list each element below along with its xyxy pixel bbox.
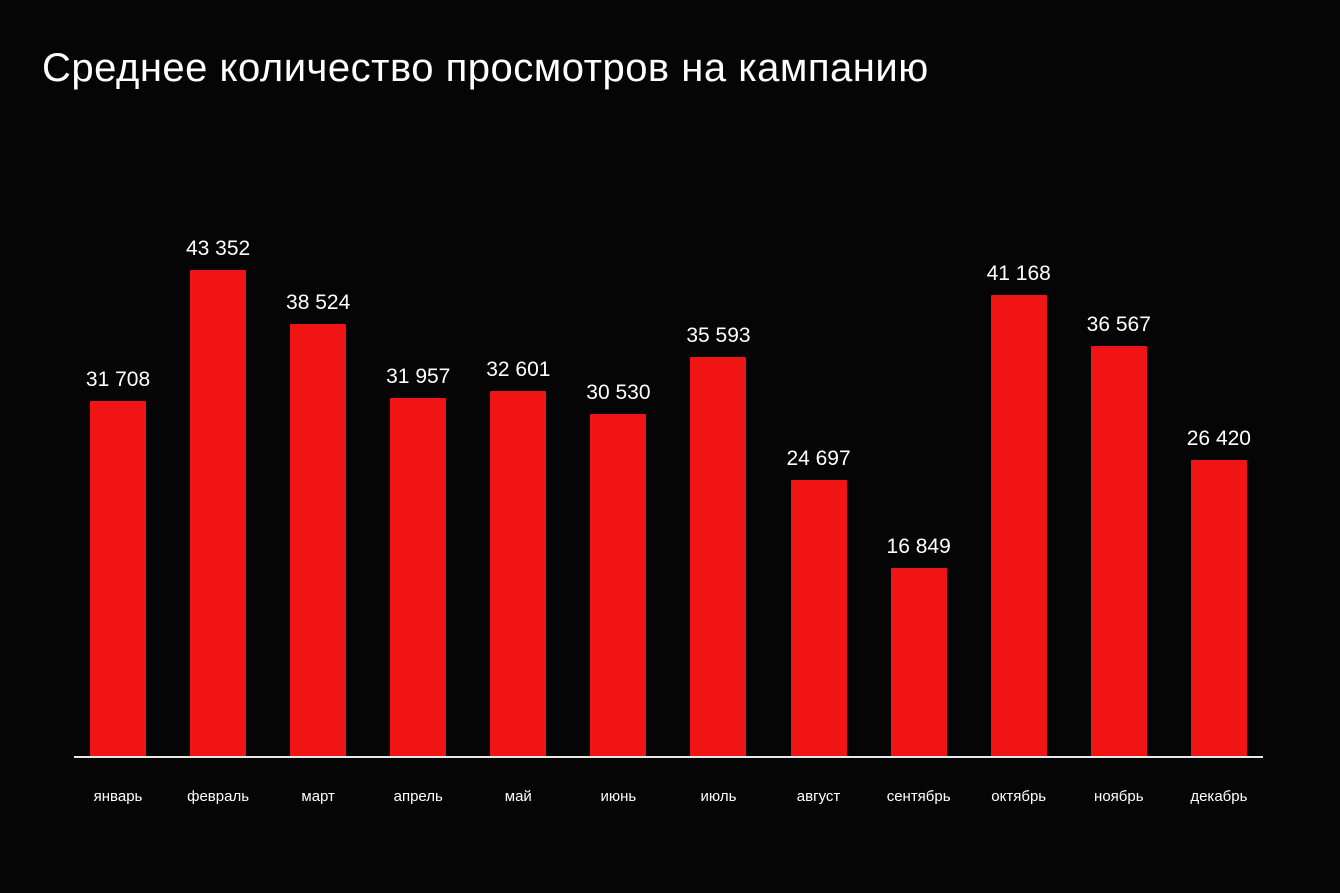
x-axis-labels: январь февраль март апрель май июнь июль август… (90, 788, 1248, 805)
x-axis-label: апрель (393, 788, 443, 805)
bar-column: 16 849 (887, 535, 951, 757)
chart-title: Среднее количество просмотров на кампани… (42, 46, 929, 90)
bar-column: 31 957 (386, 365, 450, 757)
bar-column: 43 352 (186, 237, 250, 757)
x-axis-label: декабрь (1190, 788, 1248, 805)
bar (990, 295, 1047, 757)
x-axis-label: ноябрь (1094, 788, 1144, 805)
bar-value-label: 41 168 (986, 262, 1051, 285)
bar-value-label: 26 420 (1186, 427, 1251, 450)
bar-value-label: 30 530 (586, 381, 651, 404)
bars-area: 31 708 43 352 38 524 31 957 32 601 30 530 35 5… (86, 0, 1251, 757)
bar-value-label: 35 593 (686, 324, 751, 347)
x-axis-label: май (504, 788, 532, 805)
bar-column: 26 420 (1187, 427, 1251, 757)
bar-value-label: 31 957 (386, 365, 451, 388)
bar-column: 31 708 (86, 368, 150, 757)
bar-value-label: 38 524 (286, 291, 351, 314)
bar-column: 38 524 (286, 291, 350, 757)
x-axis-label: январь (93, 788, 143, 805)
bar-column: 41 168 (987, 262, 1051, 757)
bar (490, 391, 547, 757)
bar-column: 32 601 (486, 358, 550, 757)
bar (890, 568, 947, 757)
bar-value-label: 43 352 (185, 237, 251, 260)
bar (290, 324, 347, 757)
bar-column: 24 697 (786, 447, 851, 757)
bar-value-label: 32 601 (486, 358, 551, 381)
bar (690, 357, 747, 757)
bar (790, 480, 847, 757)
x-axis-label: октябрь (991, 788, 1047, 805)
bar (390, 398, 447, 757)
x-axis-label: июнь (600, 788, 637, 805)
x-axis-label: февраль (187, 788, 250, 805)
bar-value-label: 31 708 (85, 368, 151, 391)
bar-column: 35 593 (686, 324, 751, 757)
bar (190, 270, 247, 757)
x-axis-line (74, 756, 1263, 758)
bar-value-label: 16 849 (886, 535, 951, 558)
x-axis-label: сентябрь (886, 788, 951, 805)
bar (90, 401, 146, 757)
x-axis-label: июль (700, 788, 737, 805)
bar (1090, 346, 1147, 757)
bar (590, 414, 647, 757)
x-axis-label: август (796, 788, 841, 805)
bar (1190, 460, 1247, 757)
x-axis-label: март (301, 788, 335, 805)
bar-column: 36 567 (1087, 313, 1151, 757)
bar-column: 30 530 (586, 381, 651, 757)
bar-value-label: 36 567 (1086, 313, 1151, 336)
bar-value-label: 24 697 (786, 447, 851, 470)
